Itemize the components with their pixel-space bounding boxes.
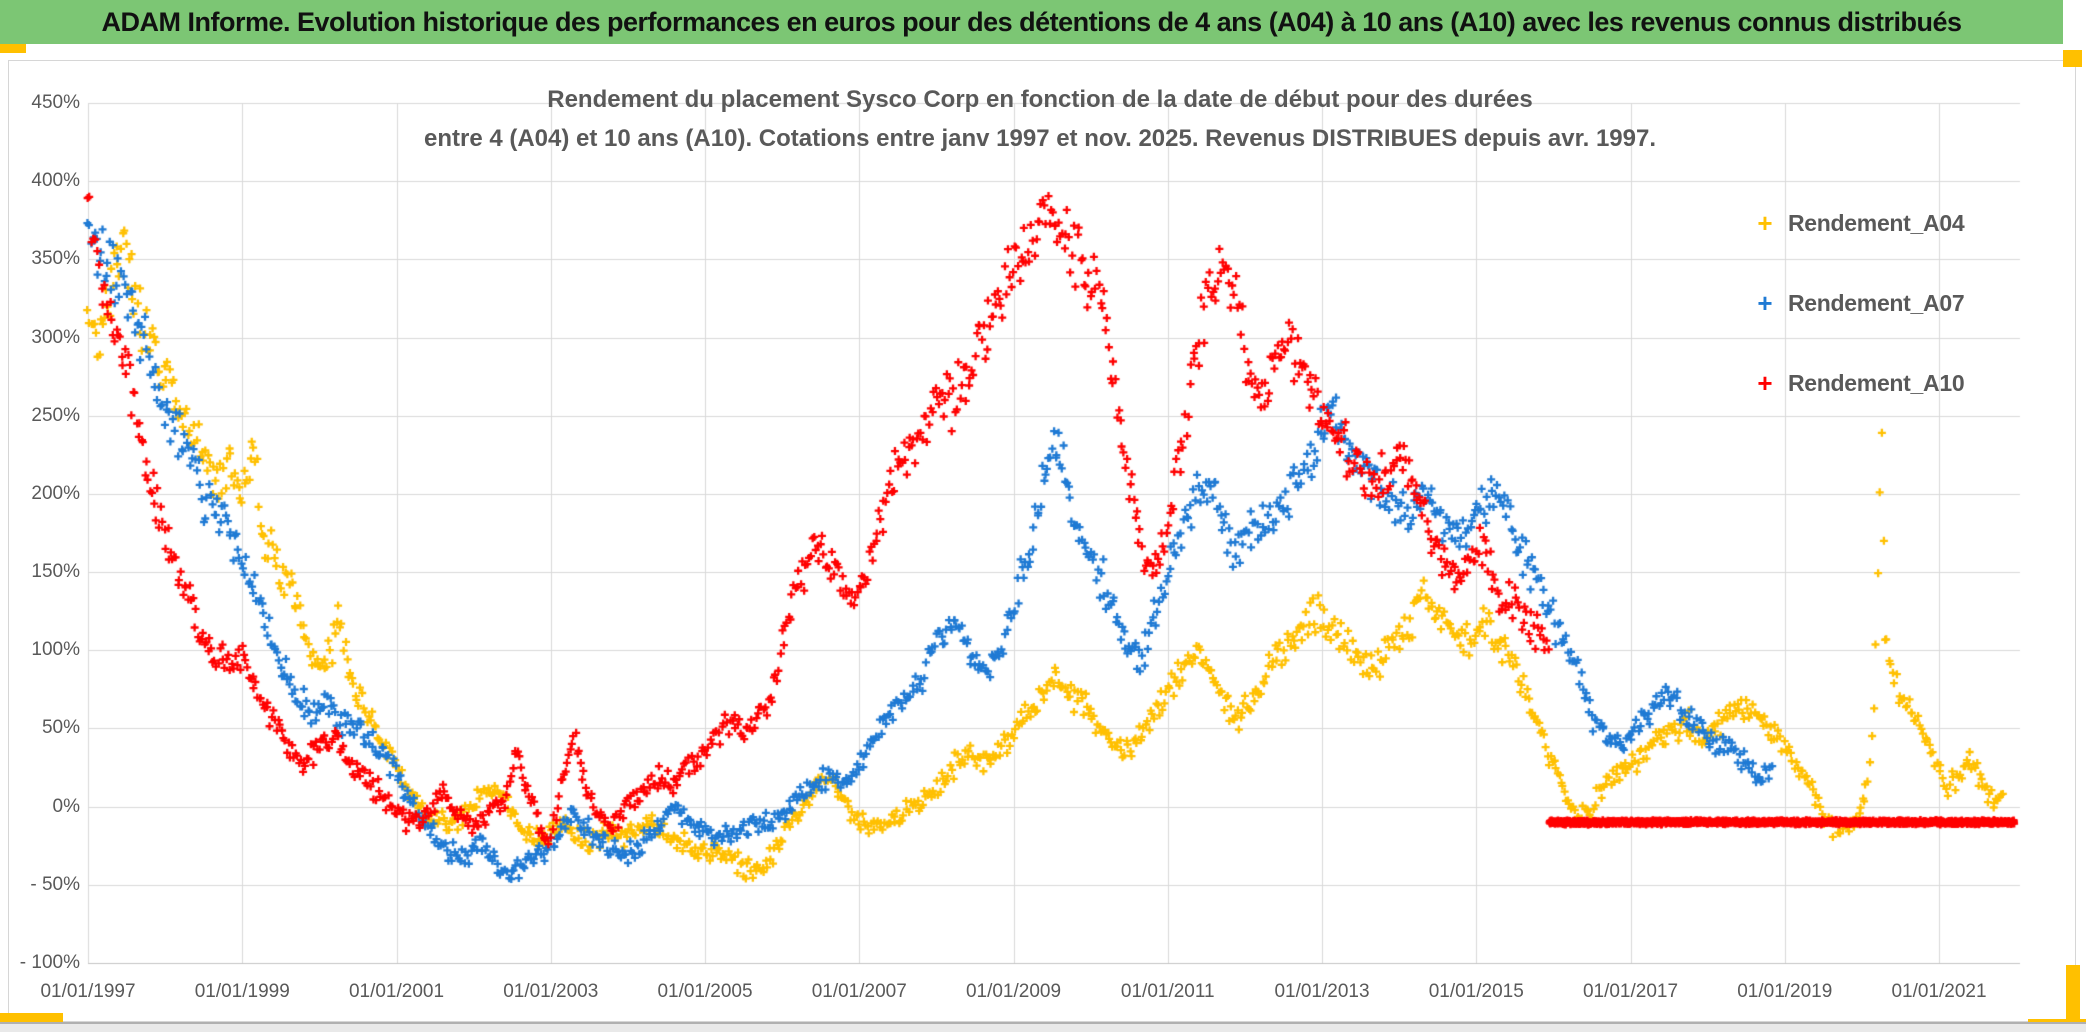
legend-item-rendement_a10[interactable]: + Rendement_A10 — [1752, 343, 1964, 423]
legend-plus-marker-icon: + — [1757, 207, 1773, 238]
y-tick-label: 200% — [31, 482, 80, 504]
bottom-strip — [0, 1022, 2086, 1032]
x-tick-label: 01/01/2021 — [1891, 981, 1987, 1002]
y-tick-label: 250% — [31, 404, 80, 426]
y-tick-label: 450% — [31, 92, 80, 113]
x-tick-label: 01/01/2007 — [811, 981, 907, 1002]
chart-legend: + Rendement_A04 + Rendement_A07 + Rendement_A… — [1752, 183, 1964, 423]
x-tick-label: 01/01/2005 — [657, 981, 753, 1002]
x-tick-label: 01/01/2003 — [503, 981, 599, 1002]
y-tick-label: 50% — [41, 717, 80, 739]
corner-accent-top-right — [2063, 50, 2082, 67]
x-tick-label: 01/01/2015 — [1428, 981, 1524, 1002]
x-tick-label: 01/01/1997 — [40, 981, 136, 1002]
legend-item-rendement_a07[interactable]: + Rendement_A07 — [1752, 263, 1964, 343]
legend-label: Rendement_A04 — [1788, 209, 1965, 236]
y-tick-label: - 50% — [30, 873, 80, 895]
y-tick-label: - 100% — [19, 952, 80, 973]
x-tick-label: 01/01/2017 — [1582, 981, 1679, 1002]
chart-title-line-1: Rendement du placement Sysco Corp en fon… — [547, 86, 1533, 113]
corner-accent-bottom-right-vertical — [2066, 965, 2080, 1023]
x-tick-label: 01/01/2011 — [1120, 981, 1215, 1002]
x-tick-label: 01/01/1999 — [194, 981, 290, 1002]
chart-title: Rendement du placement Sysco Corp en fon… — [150, 80, 1930, 158]
y-tick-label: 400% — [31, 170, 80, 192]
y-tick-label: 300% — [31, 326, 80, 348]
x-tick-label: 01/01/2009 — [965, 981, 1062, 1002]
x-tick-label: 01/01/2013 — [1274, 981, 1370, 1002]
x-tick-label: 01/01/2001 — [348, 981, 445, 1002]
y-tick-label: 100% — [31, 639, 80, 661]
legend-label: Rendement_A10 — [1788, 369, 1965, 396]
corner-accent-bottom-left — [0, 1013, 63, 1024]
chart-title-line-2: entre 4 (A04) et 10 ans (A10). Cotations… — [423, 125, 1657, 152]
legend-label: Rendement_A07 — [1788, 289, 1965, 316]
corner-accent-top-left — [0, 44, 26, 53]
legend-plus-marker-icon: + — [1757, 367, 1773, 398]
x-tick-label: 01/01/2019 — [1737, 981, 1833, 1002]
legend-item-rendement_a04[interactable]: + Rendement_A04 — [1752, 183, 1964, 263]
y-tick-label: 150% — [31, 561, 80, 583]
y-tick-label: 350% — [31, 248, 80, 270]
y-tick-label: 0% — [52, 795, 80, 817]
legend-plus-marker-icon: + — [1757, 287, 1773, 318]
